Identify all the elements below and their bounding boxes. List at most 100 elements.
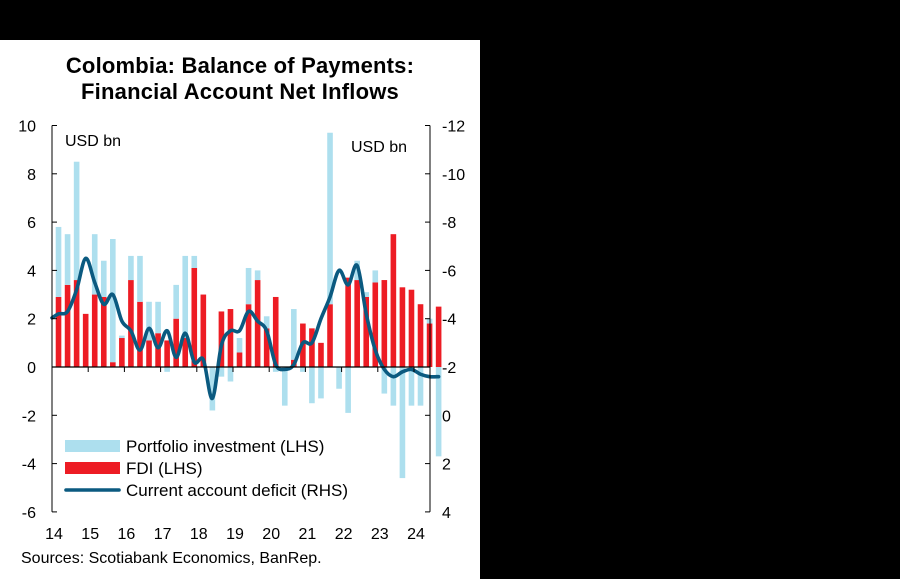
current-account-line bbox=[50, 256, 441, 401]
portfolio-bar bbox=[236, 338, 243, 353]
portfolio-bar bbox=[110, 239, 116, 363]
x-tick: 15 bbox=[81, 526, 99, 543]
svg-text:Portfolio investment (LHS): Portfolio investment (LHS) bbox=[126, 437, 324, 456]
source-note: Sources: Scotiabank Economics, BanRep. bbox=[21, 550, 322, 567]
y-tick-left: -6 bbox=[22, 505, 36, 522]
portfolio-bar bbox=[281, 367, 288, 406]
fdi-bar bbox=[390, 234, 397, 367]
legend-fdi: FDI (LHS) bbox=[65, 459, 203, 478]
fdi-bar bbox=[182, 338, 189, 367]
bar-series bbox=[55, 132, 442, 479]
title-line-2: Financial Account Net Inflows bbox=[81, 79, 399, 104]
y-tick-left: 10 bbox=[18, 119, 36, 136]
portfolio-bar bbox=[100, 260, 107, 297]
y-tick-right: 2 bbox=[442, 457, 451, 474]
fdi-bar bbox=[110, 362, 116, 367]
portfolio-bar bbox=[327, 132, 333, 305]
right-unit-label: USD bn bbox=[351, 139, 407, 156]
fdi-bar bbox=[417, 304, 424, 367]
fdi-bar bbox=[363, 296, 370, 367]
portfolio-bar bbox=[146, 301, 152, 341]
y-tick-left: -2 bbox=[22, 408, 36, 425]
y-tick-left: 6 bbox=[27, 215, 36, 232]
y-tick-right: 4 bbox=[442, 505, 451, 522]
portfolio-bar bbox=[263, 316, 270, 329]
fdi-bar bbox=[272, 296, 279, 367]
portfolio-bar bbox=[173, 284, 179, 319]
x-tick: 18 bbox=[190, 526, 208, 543]
portfolio-bar bbox=[137, 255, 143, 302]
portfolio-bar bbox=[128, 255, 134, 281]
fdi-bar bbox=[309, 328, 315, 367]
fdi-bar bbox=[100, 296, 107, 367]
y-tick-right: -6 bbox=[442, 263, 456, 280]
svg-text:Current account deficit (RHS): Current account deficit (RHS) bbox=[126, 481, 348, 500]
fdi-bar bbox=[236, 352, 243, 367]
portfolio-bar bbox=[291, 309, 297, 360]
portfolio-bar bbox=[318, 367, 324, 399]
fdi-bar bbox=[345, 277, 351, 367]
x-tick: 22 bbox=[335, 526, 353, 543]
portfolio-bar bbox=[155, 301, 161, 334]
x-tick: 24 bbox=[407, 526, 425, 543]
title-line-1: Colombia: Balance of Payments: bbox=[65, 53, 415, 78]
fdi-bar bbox=[327, 304, 333, 367]
portfolio-bar bbox=[336, 367, 342, 389]
fdi-bar bbox=[408, 289, 415, 367]
y-tick-right: -8 bbox=[442, 215, 456, 232]
x-tick: 16 bbox=[118, 526, 136, 543]
fdi-bar bbox=[137, 301, 143, 367]
x-tick: 21 bbox=[299, 526, 317, 543]
portfolio-bar bbox=[390, 367, 397, 406]
fdi-bar bbox=[146, 340, 152, 367]
fdi-bar bbox=[64, 284, 71, 367]
fdi-bar bbox=[372, 282, 379, 367]
fdi-bar bbox=[263, 328, 270, 367]
portfolio-bar bbox=[182, 255, 189, 339]
portfolio-bar bbox=[245, 267, 252, 305]
portfolio-bar bbox=[164, 367, 170, 372]
portfolio-bar bbox=[300, 367, 306, 372]
portfolio-bar bbox=[417, 367, 424, 406]
portfolio-bar bbox=[64, 234, 71, 285]
fdi-bar bbox=[119, 338, 125, 367]
fdi-bar bbox=[91, 294, 98, 367]
x-tick: 17 bbox=[154, 526, 172, 543]
portfolio-bar bbox=[191, 255, 198, 268]
portfolio-bar bbox=[218, 367, 225, 377]
left-unit-label: USD bn bbox=[65, 133, 121, 150]
fdi-bar bbox=[164, 340, 170, 367]
fdi-bar bbox=[227, 309, 234, 367]
y-tick-right: -4 bbox=[442, 312, 456, 329]
fdi-bar bbox=[245, 304, 252, 367]
fdi-bar bbox=[399, 287, 406, 367]
x-tick: 20 bbox=[262, 526, 280, 543]
y-tick-right: -2 bbox=[442, 360, 456, 377]
y-tick-left: 8 bbox=[27, 167, 36, 184]
legend-portfolio: Portfolio investment (LHS) bbox=[65, 437, 324, 456]
portfolio-bar bbox=[381, 367, 388, 394]
portfolio-bar bbox=[435, 367, 442, 457]
portfolio-bar bbox=[91, 234, 98, 295]
portfolio-bar bbox=[272, 367, 279, 372]
y-tick-left: -4 bbox=[22, 457, 36, 474]
y-tick-left: 4 bbox=[27, 263, 36, 280]
svg-text:FDI (LHS): FDI (LHS) bbox=[126, 459, 203, 478]
fdi-bar bbox=[73, 280, 80, 367]
y-tick-left: 0 bbox=[27, 360, 36, 377]
fdi-bar bbox=[173, 318, 179, 367]
portfolio-bar bbox=[227, 367, 234, 382]
y-tick-left: 2 bbox=[27, 312, 36, 329]
portfolio-bar bbox=[408, 367, 415, 406]
x-tick: 14 bbox=[45, 526, 63, 543]
legend-cad: Current account deficit (RHS) bbox=[64, 481, 348, 500]
y-tick-right: -10 bbox=[442, 167, 465, 184]
portfolio-bar bbox=[209, 367, 216, 411]
fdi-bar bbox=[55, 296, 62, 367]
portfolio-bar bbox=[309, 367, 315, 404]
x-tick: 19 bbox=[226, 526, 244, 543]
chart-title: Colombia: Balance of Payments: Financial… bbox=[0, 53, 480, 105]
y-tick-right: -12 bbox=[442, 119, 465, 136]
